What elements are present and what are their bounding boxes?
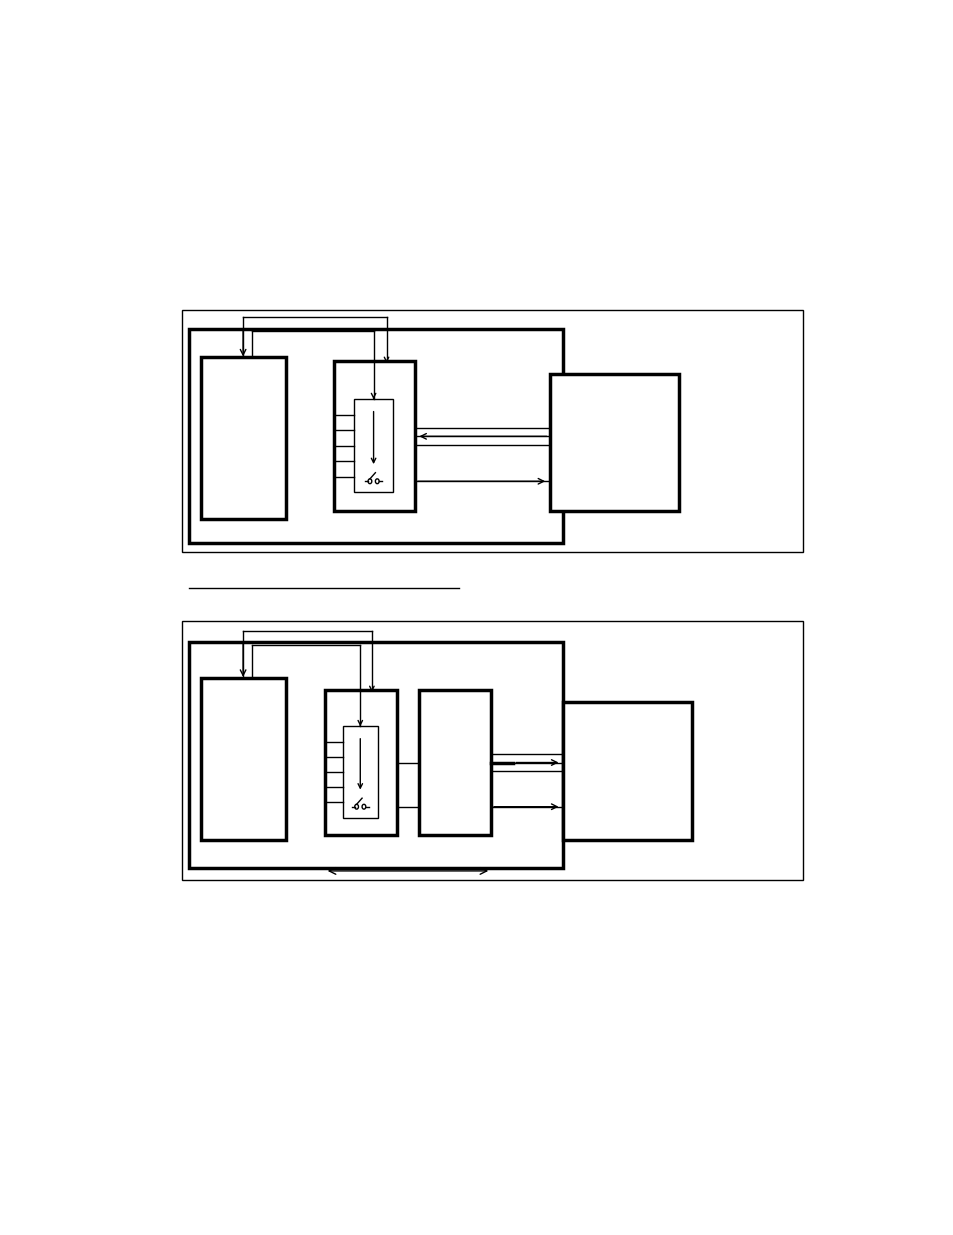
Bar: [342, 726, 377, 818]
Bar: [200, 357, 285, 519]
Bar: [200, 678, 285, 840]
Bar: [182, 621, 802, 881]
Bar: [190, 329, 562, 543]
Bar: [354, 399, 393, 493]
Bar: [549, 373, 679, 511]
Bar: [334, 361, 415, 511]
Bar: [182, 310, 802, 552]
Bar: [324, 690, 396, 835]
Bar: [190, 642, 562, 868]
Bar: [418, 690, 491, 835]
Bar: [562, 701, 692, 840]
